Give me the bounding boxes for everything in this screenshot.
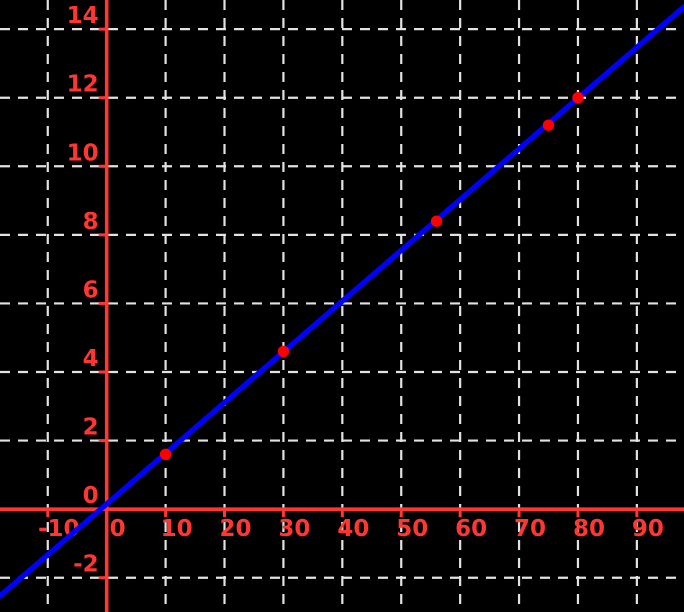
y-tick-label: 4 bbox=[83, 346, 99, 372]
x-tick-label: 80 bbox=[573, 516, 605, 542]
data-point bbox=[159, 448, 172, 460]
y-tick-label: 6 bbox=[83, 277, 99, 303]
x-tick-label: 50 bbox=[396, 516, 428, 542]
y-tick-label: 10 bbox=[67, 140, 99, 166]
y-tick-label: 14 bbox=[67, 3, 99, 29]
x-tick-label: 10 bbox=[161, 516, 193, 542]
x-tick-label: 0 bbox=[110, 516, 126, 542]
y-tick-label: 2 bbox=[83, 415, 99, 441]
data-point bbox=[430, 215, 443, 227]
x-tick-label: -10 bbox=[38, 516, 80, 542]
y-tick-label: 12 bbox=[67, 72, 99, 98]
x-tick-label: 30 bbox=[278, 516, 310, 542]
x-tick-label: 40 bbox=[337, 516, 369, 542]
x-tick-label: 70 bbox=[514, 516, 546, 542]
trend-line bbox=[0, 4, 684, 599]
data-point bbox=[542, 119, 555, 131]
x-tick-label: 60 bbox=[455, 516, 487, 542]
data-point bbox=[572, 92, 584, 104]
x-tick-label: 20 bbox=[219, 516, 251, 542]
y-tick-label: -2 bbox=[73, 552, 99, 578]
data-point bbox=[277, 345, 290, 358]
y-tick-label: 8 bbox=[83, 209, 99, 235]
x-tick-label: 90 bbox=[632, 516, 664, 542]
y-tick-label: 0 bbox=[83, 483, 99, 509]
